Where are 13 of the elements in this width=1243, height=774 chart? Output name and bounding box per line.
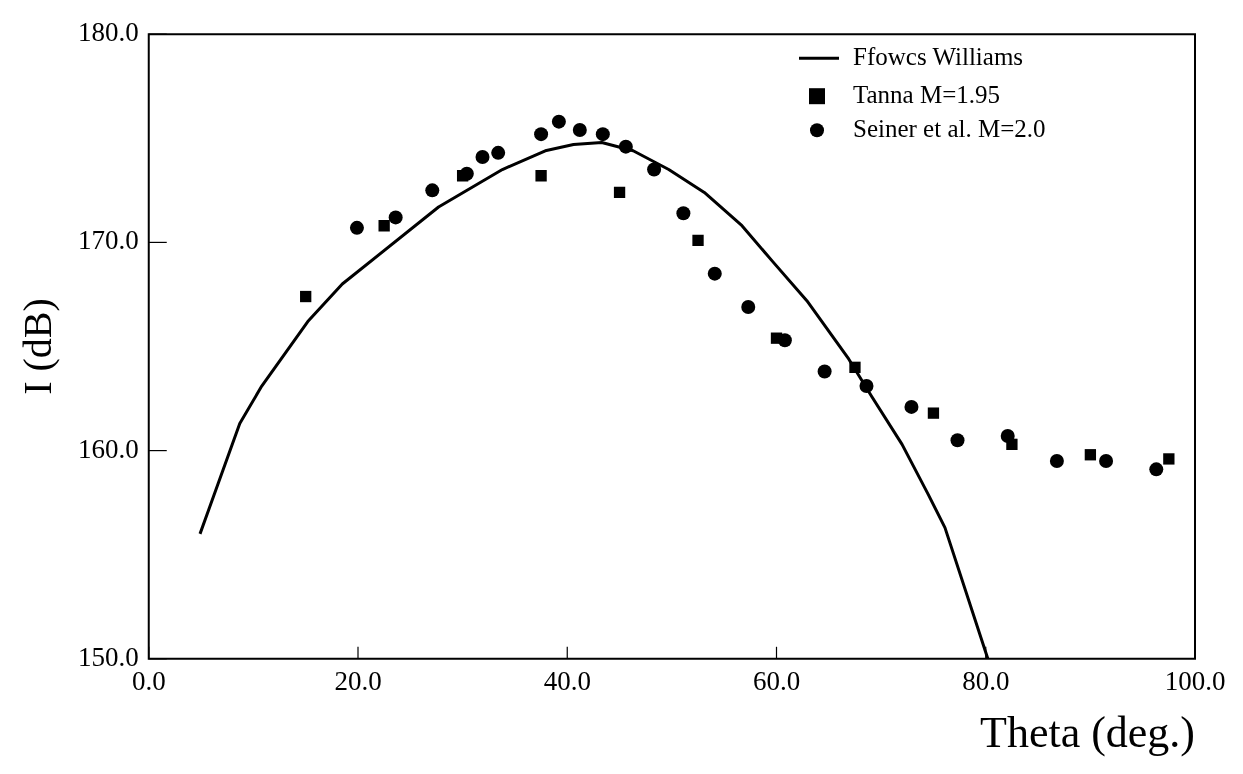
legend-label: Ffowcs Williams [853, 42, 1024, 70]
x-axis-title: Theta (deg.) [980, 708, 1195, 758]
legend-label: Seiner et al. M=2.0 [853, 114, 1046, 142]
x-tick-label: 80.0 [962, 666, 1010, 697]
x-tick-label: 60.0 [752, 666, 801, 697]
y-tick-label: 180.0 [78, 17, 139, 48]
y-tick-label: 170.0 [78, 225, 139, 256]
y-tick-label: 160.0 [78, 433, 139, 464]
x-tick-label: 40.0 [543, 666, 591, 697]
y-axis-title: I (dB) [14, 298, 60, 395]
x-tick-label: 20.0 [334, 666, 382, 697]
legend-label: Tanna M=1.95 [853, 80, 1001, 108]
x-tick-label: 100.0 [1164, 666, 1226, 697]
